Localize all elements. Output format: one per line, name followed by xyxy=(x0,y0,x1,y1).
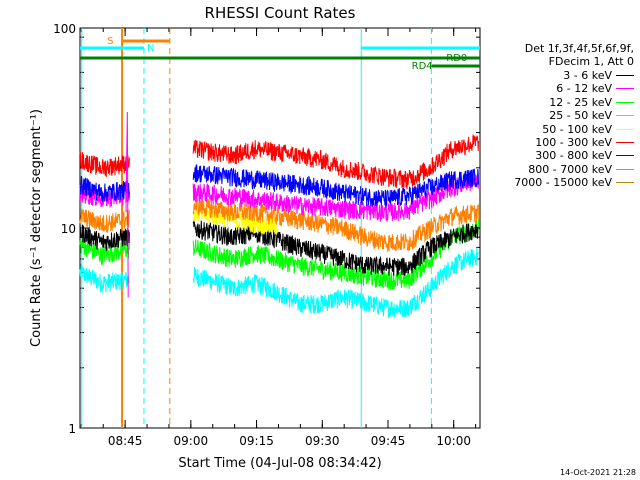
legend-swatch xyxy=(616,115,634,117)
n-label: N xyxy=(147,43,154,54)
series-line xyxy=(192,247,479,319)
legend-entry: 25 - 50 keV xyxy=(470,109,638,123)
x-tick-label: 09:45 xyxy=(371,434,406,448)
legend-entry: 800 - 7000 keV xyxy=(470,162,638,176)
y-axis-label: Count Rate (s⁻¹ detector segment⁻¹) xyxy=(29,109,44,347)
flare-spike xyxy=(125,112,129,298)
series-line xyxy=(79,151,130,177)
y-tick-label: 1 xyxy=(68,422,76,436)
legend-label: 300 - 800 keV xyxy=(535,149,612,163)
series-line xyxy=(192,134,479,190)
legend-swatch xyxy=(616,88,634,90)
legend-swatch xyxy=(616,182,634,184)
legend-entry: 100 - 300 keV xyxy=(470,136,638,149)
legend-entry: 50 - 100 keV xyxy=(470,122,638,136)
legend-label: 3 - 6 keV xyxy=(563,69,612,82)
legend-label: 6 - 12 keV xyxy=(556,82,612,96)
event-markers xyxy=(81,28,432,428)
timestamp-footer: 14-Oct-2021 21:28 xyxy=(560,468,636,477)
series-line xyxy=(79,237,130,266)
legend-swatch xyxy=(616,168,634,170)
legend-entry: 7000 - 15000 keV xyxy=(470,176,638,190)
legend-header-2: FDecim 1, Att 0 xyxy=(548,55,634,68)
series-line xyxy=(193,203,278,235)
legend-header-1: Det 1f,3f,4f,5f,6f,9f, xyxy=(524,42,634,55)
y-tick-label: 100 xyxy=(53,22,76,36)
legend-swatch xyxy=(616,155,634,157)
legend-swatch xyxy=(616,128,634,130)
series-line xyxy=(79,208,130,233)
rd4-label: RD4 xyxy=(412,61,433,72)
s-label: S xyxy=(107,36,113,47)
x-tick-label: 09:30 xyxy=(305,434,340,448)
legend-label: 12 - 25 keV xyxy=(549,95,612,109)
axis-ticks: 1 10 100 08:45 09:00 09:15 09:30 09:45 10:00 xyxy=(53,22,480,448)
series-line xyxy=(79,263,130,294)
series-line xyxy=(192,197,479,252)
legend-entry: 3 - 6 keV xyxy=(470,69,638,82)
legend-entry: 6 - 12 keV xyxy=(470,82,638,96)
y-tick-label: 10 xyxy=(61,222,76,236)
series-line xyxy=(192,219,479,277)
x-axis-label: Start Time (04-Jul-08 08:34:42) xyxy=(178,456,381,471)
rd0-label: RD0 xyxy=(446,53,467,64)
x-tick-label: 08:45 xyxy=(108,434,143,448)
annotation-bars: S N RD0 RD4 xyxy=(80,36,480,72)
legend-swatch xyxy=(616,101,634,103)
legend-label: 50 - 100 keV xyxy=(542,122,612,136)
legend-label: 25 - 50 keV xyxy=(549,109,612,123)
series-line xyxy=(192,218,479,291)
legend-entry: 300 - 800 keV xyxy=(470,149,638,163)
series-line xyxy=(79,175,130,202)
legend-label: 800 - 7000 keV xyxy=(528,162,612,176)
x-tick-label: 10:00 xyxy=(436,434,471,448)
series-group xyxy=(79,112,479,319)
legend-label: 7000 - 15000 keV xyxy=(514,176,612,190)
series-line xyxy=(192,173,479,222)
series-line xyxy=(79,224,130,251)
x-tick-label: 09:15 xyxy=(239,434,274,448)
legend-swatch xyxy=(616,75,634,76)
x-tick-label: 09:00 xyxy=(174,434,209,448)
legend-label: 100 - 300 keV xyxy=(535,136,612,149)
legend-swatch xyxy=(616,142,634,143)
series-line xyxy=(192,164,479,208)
legend-entry: 12 - 25 keV xyxy=(470,95,638,109)
chart-title: RHESSI Count Rates xyxy=(205,4,356,22)
